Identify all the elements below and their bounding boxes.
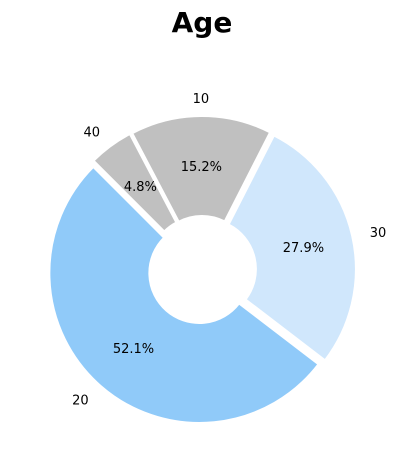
pie-slice-10 <box>130 115 272 224</box>
category-label-40: 40 <box>83 125 100 140</box>
chart-title: Age <box>172 6 233 39</box>
percent-labels-group: 15.2% 4.8% 52.1% 27.9% <box>113 160 324 357</box>
pie-slice-40 <box>92 132 178 233</box>
pie-slice-20 <box>48 165 320 424</box>
percent-label-20: 52.1% <box>113 342 154 357</box>
category-labels-group: 10 40 20 30 <box>72 92 386 408</box>
percent-label-30: 27.9% <box>283 241 324 256</box>
category-label-20: 20 <box>72 393 89 408</box>
percent-label-10: 15.2% <box>181 160 222 175</box>
slices-group <box>48 115 357 424</box>
category-label-30: 30 <box>370 226 387 241</box>
category-label-10: 10 <box>193 92 210 107</box>
pie-slice-30 <box>227 134 357 362</box>
percent-label-40: 4.8% <box>124 180 157 195</box>
